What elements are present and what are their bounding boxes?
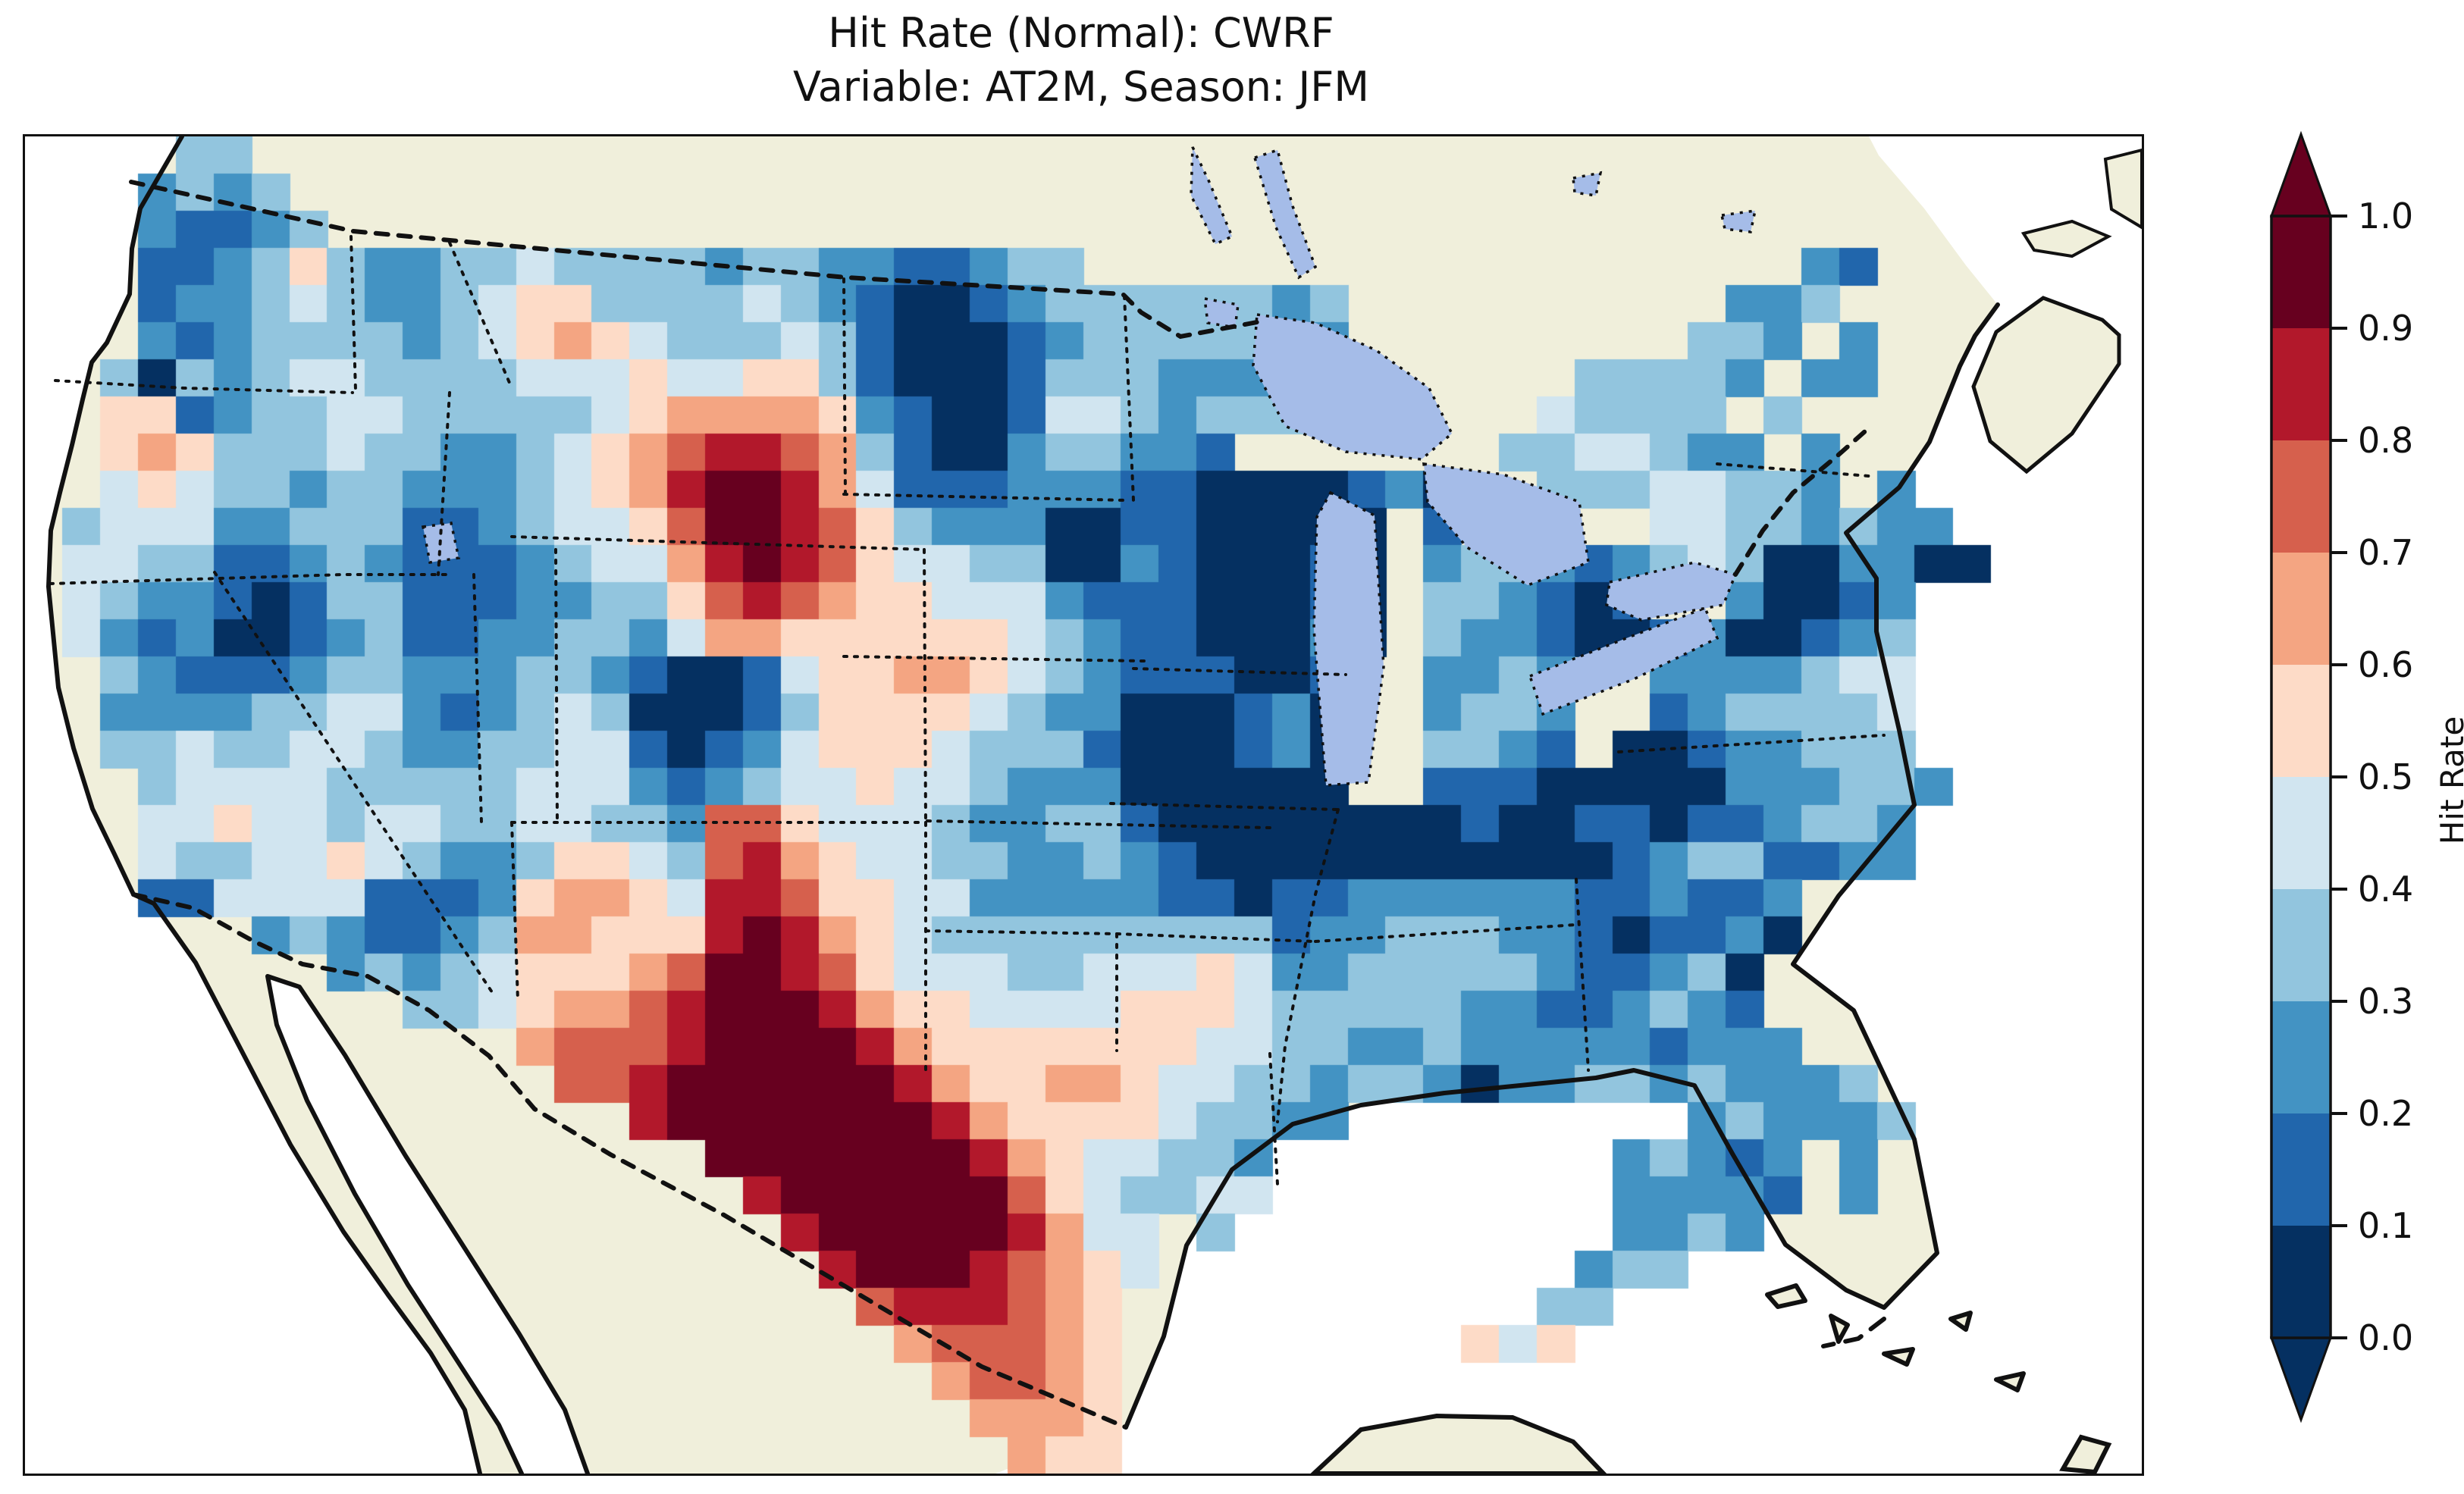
colorbar-tick-label: 0.4 xyxy=(2358,869,2414,910)
colorbar-segment xyxy=(2271,1113,2331,1226)
lake-michigan xyxy=(1312,490,1385,787)
gulf-atlantic-coastline xyxy=(1124,302,2000,1430)
colorbar-tick-mark xyxy=(2331,1224,2347,1227)
colorbar-tick-label: 0.8 xyxy=(2358,420,2414,461)
colorbar-tick-mark xyxy=(2331,1336,2347,1339)
bahamas-island-2 xyxy=(1829,1314,1850,1344)
hit-rate-grid-canvas xyxy=(25,136,2142,1474)
lake-manitoba xyxy=(1190,146,1234,246)
state-border-mt-nd xyxy=(842,277,847,496)
state-border-ne-ks xyxy=(926,819,1271,829)
state-border-co-ks xyxy=(923,548,927,824)
state-border-sd-ne xyxy=(842,655,1146,662)
pacific-coastline xyxy=(46,136,184,897)
title-line-2: Variable: AT2M, Season: JFM xyxy=(793,63,1369,111)
colorbar-tick-mark xyxy=(2331,888,2347,891)
baja-coastline xyxy=(131,892,590,1474)
conus-hit-rate-map xyxy=(23,134,2144,1476)
colorbar-outline xyxy=(2270,215,2332,1339)
state-border-or-id xyxy=(437,391,451,576)
canada-small-lake-2 xyxy=(1719,208,1757,233)
colorbar-segment xyxy=(2271,665,2331,778)
state-border-mt-wy xyxy=(510,535,926,551)
colorbar-segment xyxy=(2271,1001,2331,1114)
colorbar-tick-label: 0.5 xyxy=(2358,756,2414,797)
colorbar-tick-mark xyxy=(2331,1000,2347,1003)
state-border-ms-river xyxy=(1276,808,1340,1123)
colorbar-tick-mark xyxy=(2331,439,2347,442)
bahamas-island-1 xyxy=(1765,1283,1807,1309)
state-border-al-ga xyxy=(1575,878,1590,1072)
colorbar-tick-mark xyxy=(2331,663,2347,666)
us-canada-border xyxy=(129,180,1259,340)
state-border-az-nm xyxy=(510,821,519,1002)
state-border-mn-ia xyxy=(1132,667,1347,676)
state-border-wa-id xyxy=(350,235,357,392)
state-border-nd-sd xyxy=(842,493,1127,502)
state-border-or-ca-nv xyxy=(49,573,451,585)
state-border-id-mt xyxy=(448,241,513,390)
state-border-tx-ok-panhandle xyxy=(924,929,1118,1052)
colorbar-lower-arrow xyxy=(2269,1336,2333,1424)
lake-huron xyxy=(1422,462,1590,587)
title-line-1: Hit Rate (Normal): CWRF xyxy=(828,9,1334,57)
state-border-nv-ut xyxy=(472,573,483,824)
colorbar-segment xyxy=(2271,1226,2331,1339)
state-border-tx-la xyxy=(1268,1052,1279,1185)
colorbar-tick-label: 0.0 xyxy=(2358,1317,2414,1358)
colorbar-segment xyxy=(2271,777,2331,890)
colorbar-tick-label: 0.3 xyxy=(2358,981,2414,1022)
state-border-ia-mo xyxy=(1109,802,1340,811)
colorbar-tick-mark xyxy=(2331,775,2347,778)
state-border-mn-nd xyxy=(1123,294,1135,502)
state-border-pa-ny xyxy=(1716,462,1870,478)
colorbar-tick-mark xyxy=(2331,551,2347,554)
chart-title: Hit Rate (Normal): CWRF Variable: AT2M, … xyxy=(23,6,2140,114)
colorbar-tick-label: 0.6 xyxy=(2358,644,2414,685)
state-border-ut-wy-co xyxy=(554,548,559,824)
lake-superior xyxy=(1252,313,1454,461)
bahamas-island-5 xyxy=(1994,1371,2026,1392)
colorbar-tick-mark xyxy=(2331,1112,2347,1115)
state-border-ok-ks-mo xyxy=(1115,932,1315,943)
colorbar-segment xyxy=(2271,889,2331,1002)
colorbar-segment xyxy=(2271,328,2331,441)
colorbar-segment xyxy=(2271,216,2331,329)
state-border-nc-va xyxy=(1617,734,1886,753)
colorbar-tick-label: 0.1 xyxy=(2358,1205,2414,1246)
lake-of-the-woods xyxy=(1202,296,1240,330)
us-mexico-border xyxy=(131,892,1128,1430)
colorbar-segment xyxy=(2271,440,2331,553)
bahamas-island-3 xyxy=(1882,1347,1915,1367)
colorbar-tick-label: 0.9 xyxy=(2358,308,2414,349)
colorbar-svg xyxy=(2269,130,2333,1424)
state-border-wa-or xyxy=(54,379,354,394)
outline-layer xyxy=(46,136,2026,1474)
lake-ontario xyxy=(1605,561,1738,622)
colorbar-tick-label: 0.2 xyxy=(2358,1093,2414,1134)
lake-erie xyxy=(1528,606,1719,716)
state-border-tn-ms-al xyxy=(1314,923,1578,943)
colorbar-tick-label: 0.7 xyxy=(2358,532,2414,573)
colorbar-tick-label: 1.0 xyxy=(2358,196,2414,236)
state-border-ca-nv xyxy=(213,571,497,998)
colorbar-tick-mark xyxy=(2331,327,2347,330)
florida-keys xyxy=(1821,1317,1886,1348)
bahamas-island-4 xyxy=(1948,1311,1973,1332)
lake-winnipeg xyxy=(1252,148,1318,280)
colorbar-segment xyxy=(2271,553,2331,666)
colorbar-upper-arrow xyxy=(2269,130,2333,218)
canada-small-lake-1 xyxy=(1572,171,1603,197)
colorbar-axis-label: Hit Rate xyxy=(2434,716,2464,845)
st-lawrence-border xyxy=(1733,424,1873,577)
colorbar-tick-mark xyxy=(2331,215,2347,218)
